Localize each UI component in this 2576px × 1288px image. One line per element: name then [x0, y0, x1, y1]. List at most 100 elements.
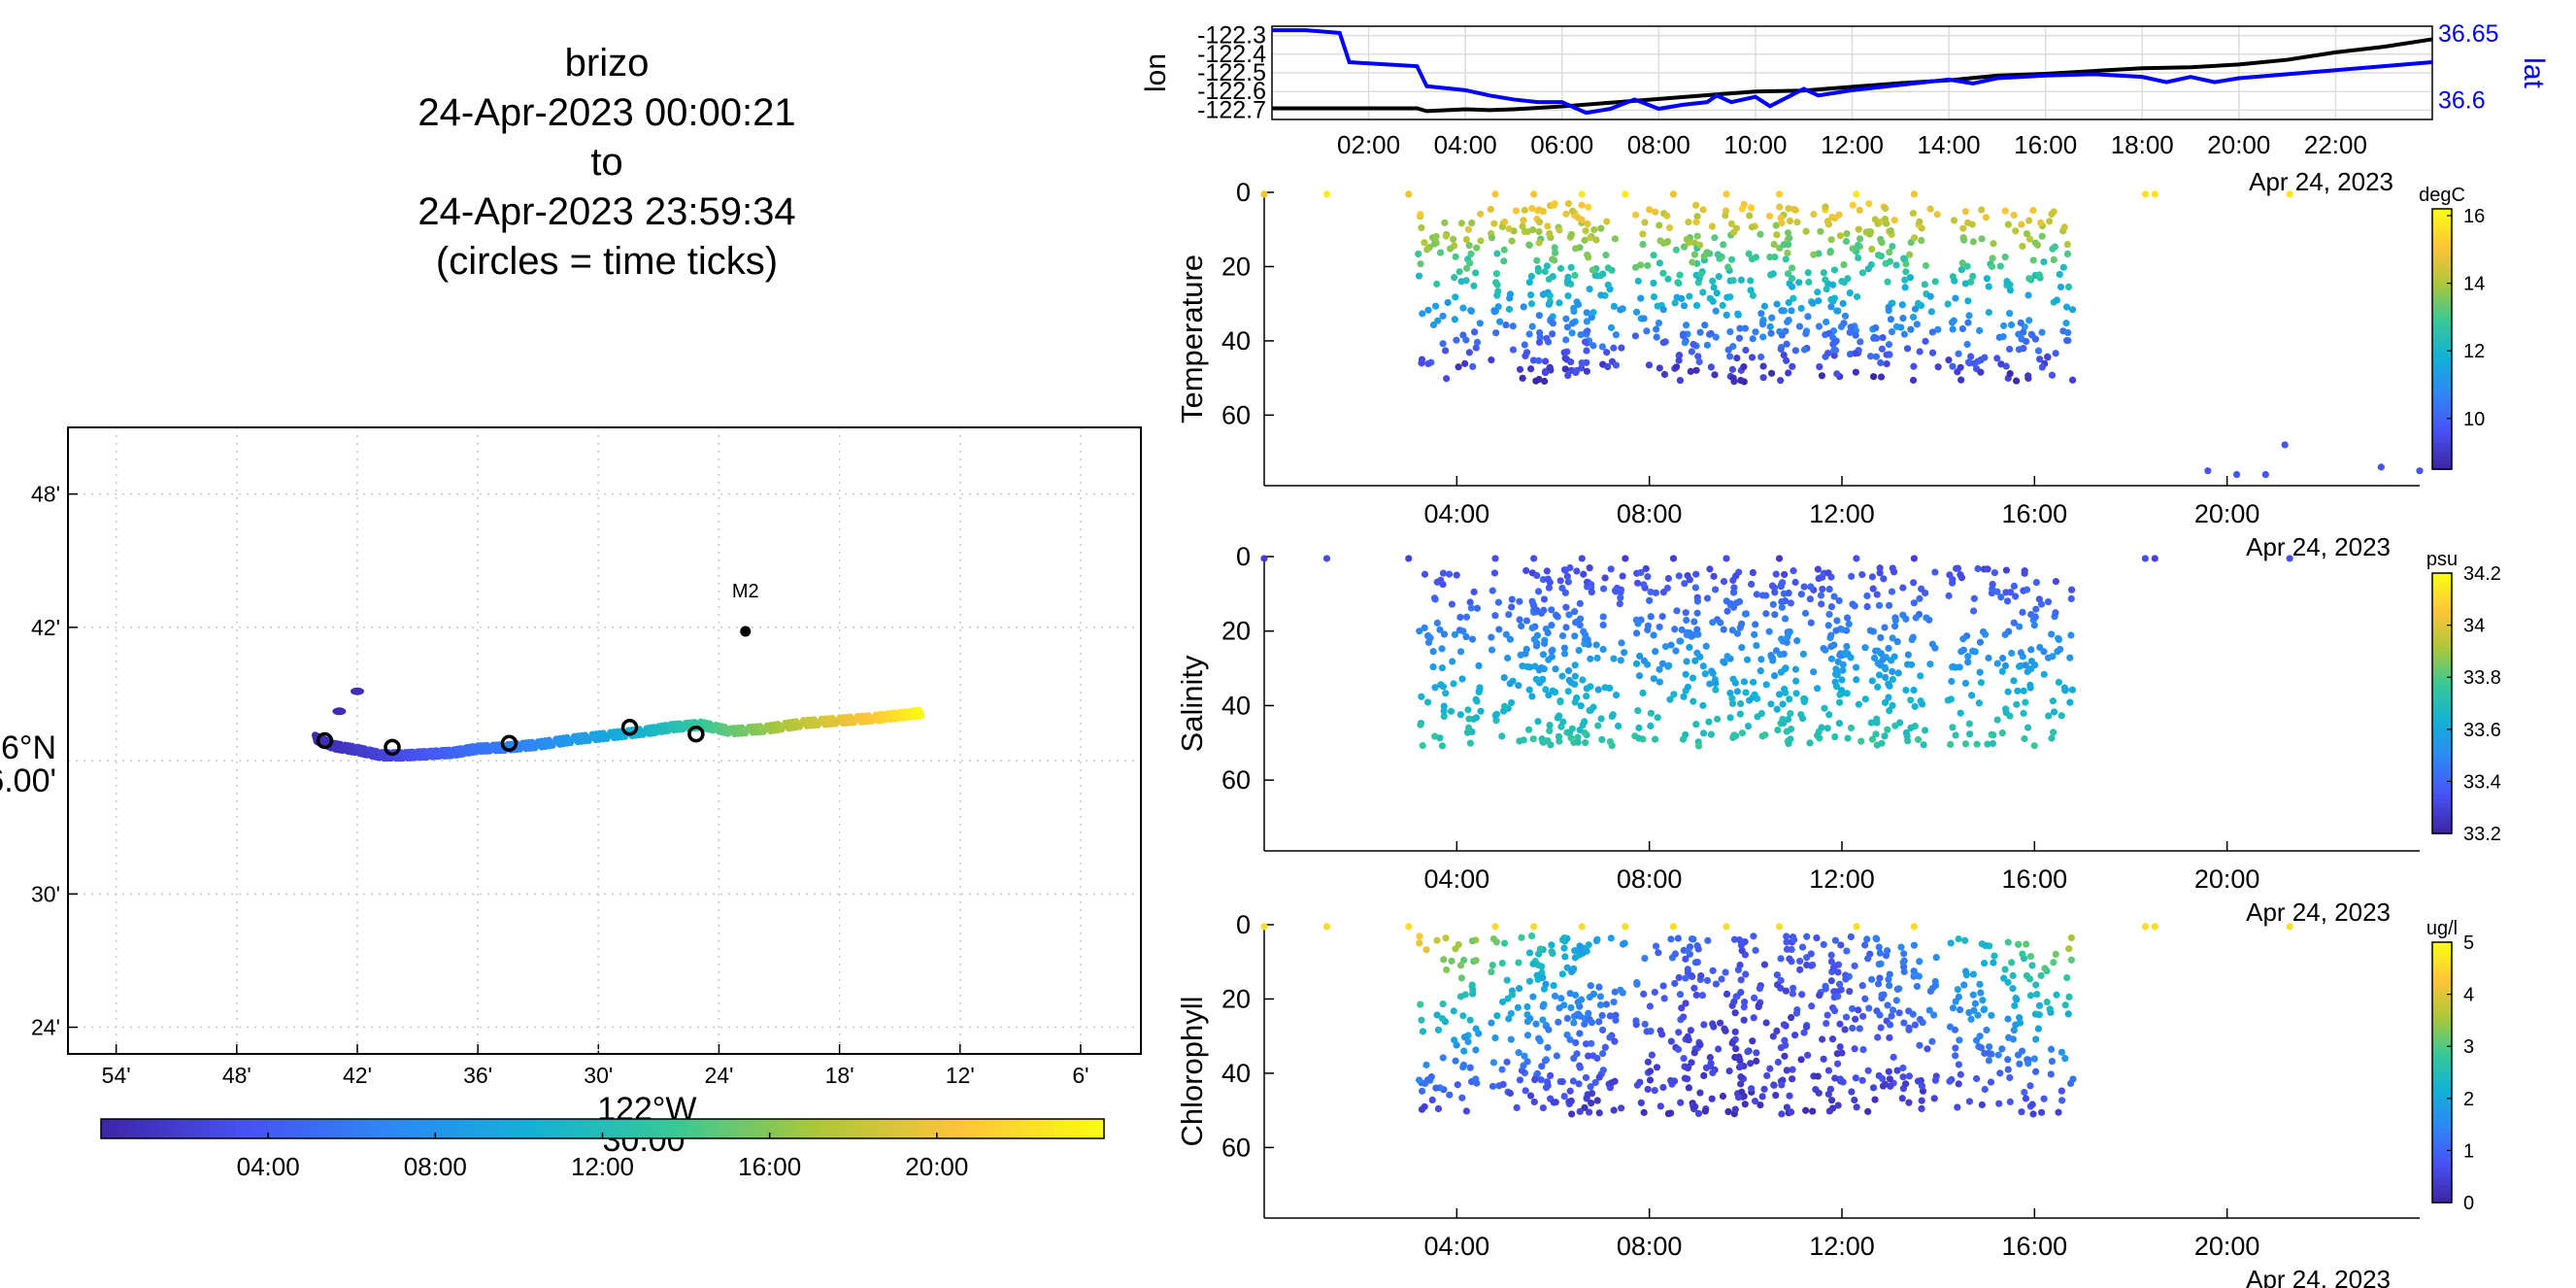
chlorophyll-point [1558, 1078, 1566, 1086]
colorbar-cell [694, 1119, 704, 1138]
map-x-tick-label: 54' [102, 1063, 131, 1088]
salinity-colorbar-cell [2432, 598, 2452, 605]
salinity-point [1475, 661, 1483, 669]
temperature-point [1533, 256, 1541, 264]
salinity-point [1889, 667, 1896, 676]
temperature-point [1724, 263, 1732, 271]
salinity-colorbar-cell [2432, 672, 2452, 678]
salinity-point [1468, 635, 1477, 643]
chlorophyll-point [1551, 992, 1559, 1000]
temperature-point [1833, 307, 1841, 315]
colorbar-cell [987, 1119, 996, 1138]
salinity-point [1612, 691, 1621, 699]
chlorophyll-point [1715, 1045, 1723, 1053]
title-end-time: 24-Apr-2023 23:59:34 [418, 190, 796, 233]
chlorophyll-point [1491, 1034, 1499, 1042]
temperature-point [1882, 204, 1890, 213]
salinity-point [1952, 731, 1959, 739]
temperature-point [2023, 337, 2030, 346]
salinity-point [1902, 729, 1911, 737]
temperature-point [1535, 356, 1543, 364]
salinity-point [1528, 624, 1536, 631]
map-track-segment [397, 749, 407, 763]
salinity-point [1583, 685, 1590, 693]
map-track-segment [469, 743, 480, 756]
salinity-point [1778, 597, 1786, 606]
map-track-segment [811, 716, 821, 729]
salinity-point [1957, 709, 1964, 717]
chlorophyll-point [1760, 961, 1769, 968]
chlorophyll-point [1723, 990, 1731, 998]
salinity-point [1607, 565, 1615, 573]
salinity-point [1546, 727, 1554, 735]
chlorophyll-point [2063, 973, 2071, 982]
salinity-point [1517, 651, 1524, 659]
salinity-colorbar-cell [2432, 642, 2452, 648]
chlorophyll-point [1955, 1080, 1962, 1088]
temperature-point [1535, 227, 1543, 236]
temperature-point [2006, 287, 2015, 294]
temperature-point [1931, 278, 1939, 286]
chlorophyll-point [1981, 1049, 1989, 1057]
salinity-colorbar-cell [2432, 660, 2452, 665]
chlorophyll-point [1981, 1005, 1989, 1013]
salinity-point [2027, 610, 2035, 619]
salinity-point [1708, 667, 1716, 675]
temperature-point [1914, 299, 1923, 307]
salinity-point [1948, 677, 1956, 686]
salinity-point [1873, 719, 1881, 727]
salinity-point [1738, 620, 1746, 627]
temperature-colorbar-cell [2432, 395, 2452, 401]
chlorophyll-point [1969, 970, 1978, 978]
chlorophyll-point [1598, 1026, 1607, 1034]
chlorophyll-point [1912, 970, 1920, 978]
colorbar-cell [1020, 1119, 1030, 1138]
salinity-colorbar-cell [2432, 711, 2452, 718]
temperature-point [1470, 282, 1478, 289]
temperature-point [1502, 321, 1510, 329]
temperature-point [1446, 245, 1455, 253]
chlorophyll-point [1864, 1107, 1872, 1115]
salinity-point [1911, 722, 1919, 730]
temperature-point [1720, 241, 1727, 249]
chlorophyll-point [1909, 1010, 1917, 1018]
salinity-point [1543, 567, 1551, 575]
chlorophyll-point [2061, 1001, 2069, 1009]
chlorophyll-colorbar-cell [2432, 1189, 2452, 1195]
chlorophyll-colorbar-cell [2432, 1059, 2452, 1065]
colorbar-cell [401, 1119, 412, 1138]
temperature-point [1746, 212, 1754, 220]
chlorophyll-colorbar-cell [2432, 1098, 2452, 1104]
temperature-point [1999, 333, 2007, 341]
temperature-point [1496, 318, 1504, 325]
chlorophyll-point [1911, 1021, 1919, 1029]
salinity-point [1564, 688, 1572, 695]
salinity-point [1707, 730, 1715, 738]
chlorophyll-point [1773, 971, 1781, 979]
chlorophyll-point [1322, 923, 1331, 931]
salinity-colorbar-cell [2432, 663, 2452, 670]
salinity-point [1926, 661, 1934, 668]
temperature-point [1539, 290, 1548, 298]
salinity-point [1587, 581, 1595, 589]
temperature-point [1639, 230, 1647, 238]
chlorophyll-point [1886, 1021, 1894, 1029]
temperature-point [1473, 338, 1482, 346]
temperature-point [1562, 315, 1570, 322]
temperature-point [1712, 333, 1720, 341]
temperature-point [1978, 235, 1986, 243]
temperature-point [1862, 228, 1870, 236]
chlorophyll-point [1606, 1034, 1614, 1041]
map-track-segment [864, 712, 876, 725]
temperature-point [1597, 224, 1605, 232]
temperature-point [1488, 234, 1495, 242]
chlorophyll-point [1576, 1030, 1584, 1037]
temperature-point [1950, 217, 1958, 224]
chlorophyll-point [1513, 1103, 1521, 1112]
temperature-point [1852, 368, 1859, 376]
chlorophyll-point [1592, 936, 1600, 945]
temperature-colorbar-tick-label: 14 [2463, 274, 2485, 295]
chlorophyll-point [1808, 1002, 1816, 1010]
chlorophyll-point [1466, 1016, 1474, 1024]
temperature-point [1465, 242, 1473, 250]
